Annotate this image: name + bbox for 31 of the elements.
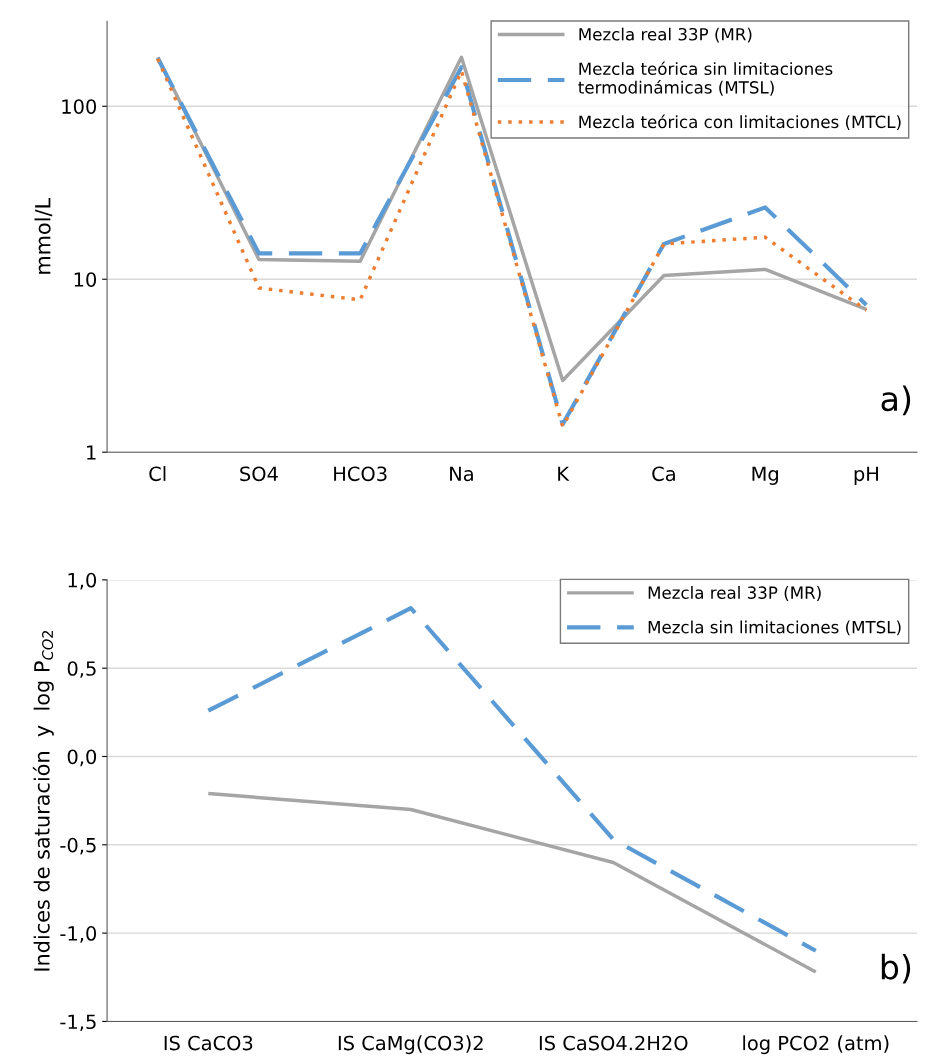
annotation: a) <box>881 385 911 416</box>
x-tick-label: Na <box>450 466 473 482</box>
x-tick-label: log PCO2 (atm) <box>743 1035 889 1055</box>
y-tick-label: 1 <box>87 445 96 460</box>
y-tick-label: 0,5 <box>67 661 96 678</box>
legend-label: Mezcla sin limitaciones (MTSL) <box>648 620 901 636</box>
y-tick-label: -1,5 <box>60 1014 96 1032</box>
y-tick-label: 0,0 <box>67 749 97 767</box>
y-tick-label: 10 <box>74 272 97 287</box>
x-tick-label: Mg <box>752 466 778 485</box>
legend-label: Mezcla teórica sin limitaciones termodinámicas (MTSL) <box>578 61 833 96</box>
legend-label: Mezcla real 33P (MR) <box>648 586 821 601</box>
x-tick-label: pH <box>854 466 878 485</box>
x-tick-label: Ca <box>652 466 675 482</box>
x-tick-label: Cl <box>149 466 166 482</box>
y-tick-label: 100 <box>62 99 97 114</box>
y-axis-title: Indices de saturación y log P$_{CO2}$ <box>32 630 54 971</box>
x-tick-label: IS CaSO4.2H2O <box>539 1035 688 1051</box>
x-tick-label: K <box>558 466 570 481</box>
annotation: b) <box>881 953 911 984</box>
x-tick-label: IS CaMg(CO3)2 <box>338 1035 483 1055</box>
y-tick-label: 1,0 <box>68 572 97 590</box>
x-tick-label: SO4 <box>240 466 278 482</box>
line-series <box>206 791 818 974</box>
y-tick-label: -1,0 <box>60 926 97 943</box>
x-tick-label: IS CaCO3 <box>164 1035 253 1051</box>
legend-label: Mezcla real 33P (MR) <box>579 27 752 43</box>
legend-label: Mezcla teórica con limitaciones (MTCL) <box>579 114 901 131</box>
y-tick-label: -0,5 <box>60 837 96 855</box>
x-tick-label: HCO3 <box>334 466 387 482</box>
y-axis-title: mmol/L <box>34 197 53 274</box>
